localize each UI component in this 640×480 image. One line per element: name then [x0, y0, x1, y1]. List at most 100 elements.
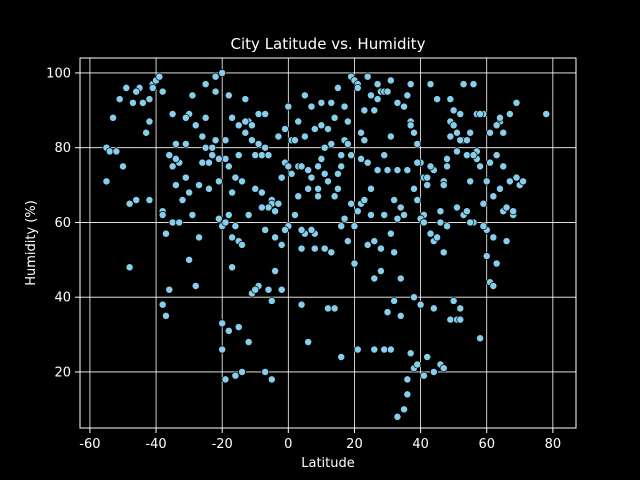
data-point — [224, 211, 233, 219]
data-point — [453, 128, 461, 137]
data-point — [337, 353, 346, 361]
data-point — [403, 91, 412, 100]
data-point — [476, 162, 485, 171]
data-point — [251, 151, 260, 160]
data-point — [171, 154, 180, 163]
data-point — [214, 177, 223, 186]
data-point — [125, 263, 134, 272]
data-point — [410, 293, 418, 302]
data-point — [426, 162, 435, 171]
data-point — [128, 98, 137, 107]
data-point — [277, 240, 286, 249]
data-point — [479, 222, 488, 231]
data-point — [482, 252, 491, 261]
data-point — [115, 95, 124, 104]
data-point — [201, 143, 210, 152]
data-point — [228, 113, 237, 122]
data-point — [324, 177, 332, 186]
data-point — [416, 300, 425, 309]
data-point — [363, 72, 372, 81]
data-point — [433, 95, 442, 104]
data-point — [393, 412, 402, 421]
data-point — [489, 233, 498, 242]
data-point — [357, 154, 366, 163]
data-point — [224, 326, 233, 335]
data-point — [261, 110, 270, 119]
data-point — [271, 267, 280, 275]
data-point — [310, 125, 319, 133]
data-point — [462, 136, 471, 145]
data-point — [109, 113, 118, 122]
data-point — [241, 95, 250, 104]
data-point — [297, 300, 306, 309]
data-point — [261, 225, 270, 234]
data-point — [254, 110, 263, 119]
x-tick-label: 60 — [478, 437, 495, 452]
data-point — [205, 158, 213, 167]
data-point — [410, 184, 418, 193]
data-point — [201, 113, 210, 122]
data-point — [277, 173, 286, 182]
data-point — [370, 237, 379, 246]
x-axis-title: Latitude — [301, 456, 355, 471]
data-point — [165, 151, 174, 160]
data-point — [413, 360, 422, 369]
data-point — [307, 102, 316, 111]
data-point — [390, 196, 399, 204]
data-point — [489, 192, 498, 201]
data-point — [453, 147, 461, 156]
data-point — [403, 390, 412, 399]
data-point — [132, 87, 141, 96]
data-point — [324, 125, 332, 133]
data-point — [297, 162, 306, 171]
data-point — [337, 162, 346, 171]
data-point — [162, 311, 170, 320]
data-point — [449, 121, 458, 130]
data-point — [333, 83, 342, 92]
data-point — [158, 87, 167, 96]
data-point — [456, 315, 465, 324]
data-point — [201, 80, 210, 89]
data-point — [185, 188, 194, 197]
data-point — [307, 173, 316, 182]
data-point — [456, 304, 465, 313]
data-point — [360, 136, 369, 145]
data-point — [211, 87, 220, 96]
data-point — [274, 132, 283, 141]
data-point — [466, 128, 475, 137]
data-point — [426, 229, 435, 238]
data-point — [208, 151, 217, 160]
y-tick-label: 100 — [46, 66, 71, 81]
data-point — [221, 136, 230, 145]
data-point — [274, 199, 283, 208]
data-point — [138, 98, 147, 107]
data-point — [290, 136, 299, 145]
x-tick-label: -40 — [145, 437, 166, 452]
data-point — [228, 263, 237, 272]
data-point — [314, 192, 323, 201]
data-point — [195, 181, 203, 190]
data-point — [168, 162, 177, 171]
x-tick-label: 0 — [284, 437, 292, 452]
y-tick-label: 20 — [54, 365, 71, 380]
data-point — [142, 128, 151, 137]
data-point — [443, 154, 451, 163]
data-point — [310, 244, 319, 253]
data-point — [499, 128, 508, 137]
data-point — [469, 80, 478, 89]
data-point — [238, 177, 246, 186]
data-point — [512, 98, 521, 107]
data-point — [320, 143, 329, 152]
data-point — [466, 177, 475, 186]
data-point — [327, 248, 336, 257]
data-point — [383, 166, 392, 175]
data-point — [386, 76, 395, 85]
data-point — [459, 80, 468, 89]
data-point — [419, 371, 428, 380]
data-point — [211, 72, 220, 81]
data-point — [300, 91, 309, 100]
data-point — [343, 117, 352, 126]
data-point — [373, 166, 382, 175]
data-point — [304, 166, 313, 175]
data-point — [254, 140, 263, 148]
